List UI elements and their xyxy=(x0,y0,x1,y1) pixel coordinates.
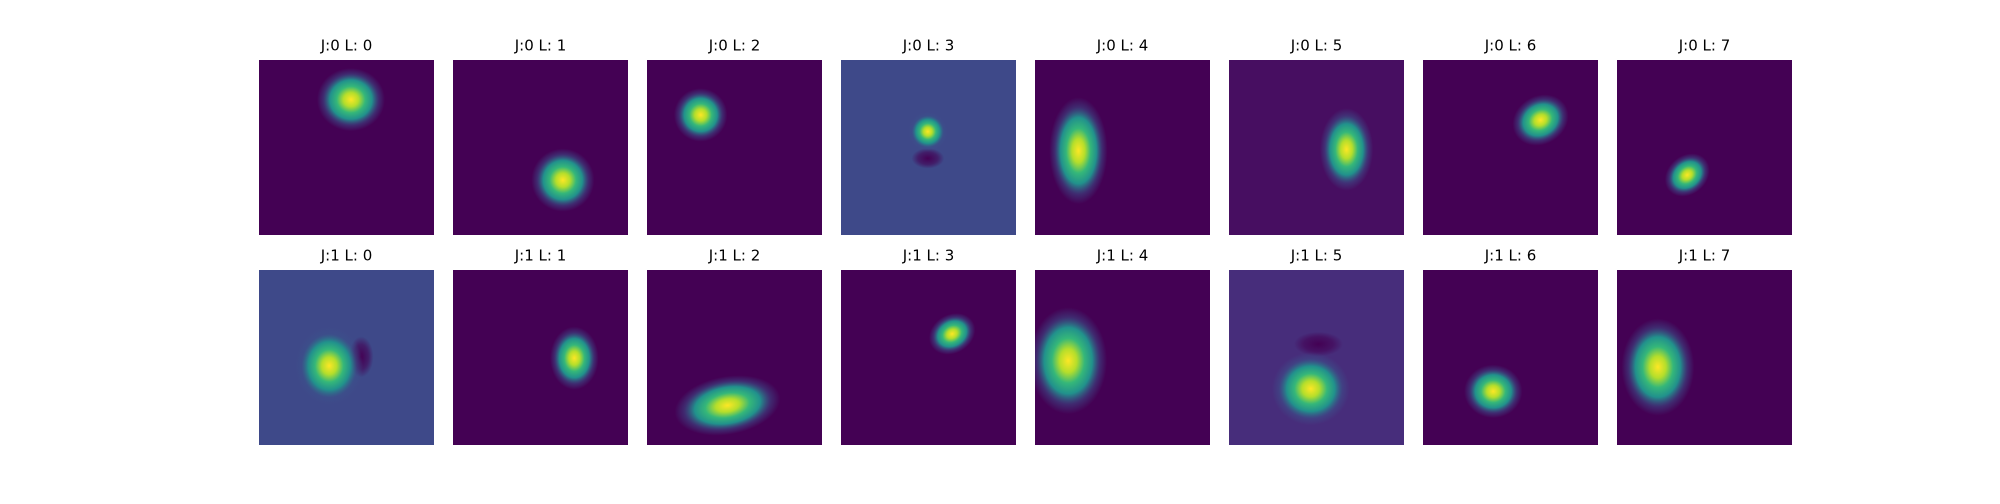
panel-image xyxy=(1035,270,1210,445)
panel-image xyxy=(1229,270,1404,445)
panel-title: J:1 L: 7 xyxy=(1678,247,1731,265)
panel-image xyxy=(453,60,628,235)
panel: J:1 L: 1 xyxy=(453,247,628,445)
filter-blob xyxy=(674,375,781,436)
panel-background xyxy=(453,270,628,445)
filter-blob xyxy=(928,313,976,355)
panel-title: J:0 L: 7 xyxy=(1678,37,1731,55)
panel-image xyxy=(453,270,628,445)
panel: J:1 L: 6 xyxy=(1423,247,1598,445)
panel: J:1 L: 0 xyxy=(259,247,434,445)
panel: J:0 L: 7 xyxy=(1617,37,1792,235)
filter-blob xyxy=(1049,97,1108,205)
filter-blob xyxy=(1512,94,1569,146)
filter-blob xyxy=(908,112,948,151)
panel: J:1 L: 5 xyxy=(1229,247,1404,445)
panel-background xyxy=(1617,60,1792,235)
negative-lobe xyxy=(911,148,945,169)
filter-blob xyxy=(1319,108,1374,191)
panel-title: J:1 L: 1 xyxy=(514,247,567,265)
panel: J:1 L: 2 xyxy=(647,247,822,445)
panel: J:0 L: 2 xyxy=(647,37,822,235)
filter-blob xyxy=(1621,318,1695,416)
panel-title: J:0 L: 1 xyxy=(514,37,567,55)
filter-blob xyxy=(1035,307,1108,415)
panel-background xyxy=(1229,60,1404,235)
panel: J:1 L: 3 xyxy=(841,247,1016,445)
panel-title: J:1 L: 6 xyxy=(1484,247,1537,265)
panel-image xyxy=(1617,270,1792,445)
negative-lobe xyxy=(1293,331,1343,357)
panel-title: J:0 L: 5 xyxy=(1290,37,1343,55)
panel-image xyxy=(647,270,822,445)
panel-title: J:0 L: 6 xyxy=(1484,37,1537,55)
filter-blob xyxy=(673,88,728,142)
panel: J:0 L: 1 xyxy=(453,37,628,235)
panel-title: J:1 L: 5 xyxy=(1290,247,1343,265)
filter-blob xyxy=(316,68,385,132)
panel-title: J:0 L: 4 xyxy=(1096,37,1149,55)
panel-title: J:1 L: 4 xyxy=(1096,247,1149,265)
panel-image xyxy=(259,60,434,235)
filter-blob xyxy=(1271,352,1350,426)
panel-title: J:1 L: 0 xyxy=(320,247,373,265)
panel-background xyxy=(1423,60,1598,235)
filter-blob xyxy=(550,326,599,390)
panel-background xyxy=(647,60,822,235)
panel: J:0 L: 4 xyxy=(1035,37,1210,235)
panel-image xyxy=(841,60,1016,235)
panel-background xyxy=(1423,270,1598,445)
panel-image xyxy=(1423,60,1598,235)
panel-image xyxy=(841,270,1016,445)
filter-blob xyxy=(1464,364,1523,419)
panel-background xyxy=(453,60,628,235)
panel-image xyxy=(1617,60,1792,235)
panel-image xyxy=(1423,270,1598,445)
panel: J:0 L: 3 xyxy=(841,37,1016,235)
panel-title: J:0 L: 0 xyxy=(320,37,373,55)
panel: J:0 L: 0 xyxy=(259,37,434,235)
filter-blob xyxy=(531,148,595,212)
panel: J:1 L: 4 xyxy=(1035,247,1210,445)
panel-image xyxy=(259,270,434,445)
panel-title: J:0 L: 2 xyxy=(708,37,761,55)
panel-background xyxy=(841,270,1016,445)
panel-image xyxy=(1035,60,1210,235)
panel: J:0 L: 6 xyxy=(1423,37,1598,235)
panel-title: J:1 L: 3 xyxy=(902,247,955,265)
panel: J:0 L: 5 xyxy=(1229,37,1404,235)
panel-title: J:1 L: 2 xyxy=(708,247,761,265)
filter-blob xyxy=(1664,153,1710,197)
panel-image xyxy=(647,60,822,235)
panel-title: J:0 L: 3 xyxy=(902,37,955,55)
filter-blob xyxy=(295,326,364,405)
panel-image xyxy=(1229,60,1404,235)
panel: J:1 L: 7 xyxy=(1617,247,1792,445)
